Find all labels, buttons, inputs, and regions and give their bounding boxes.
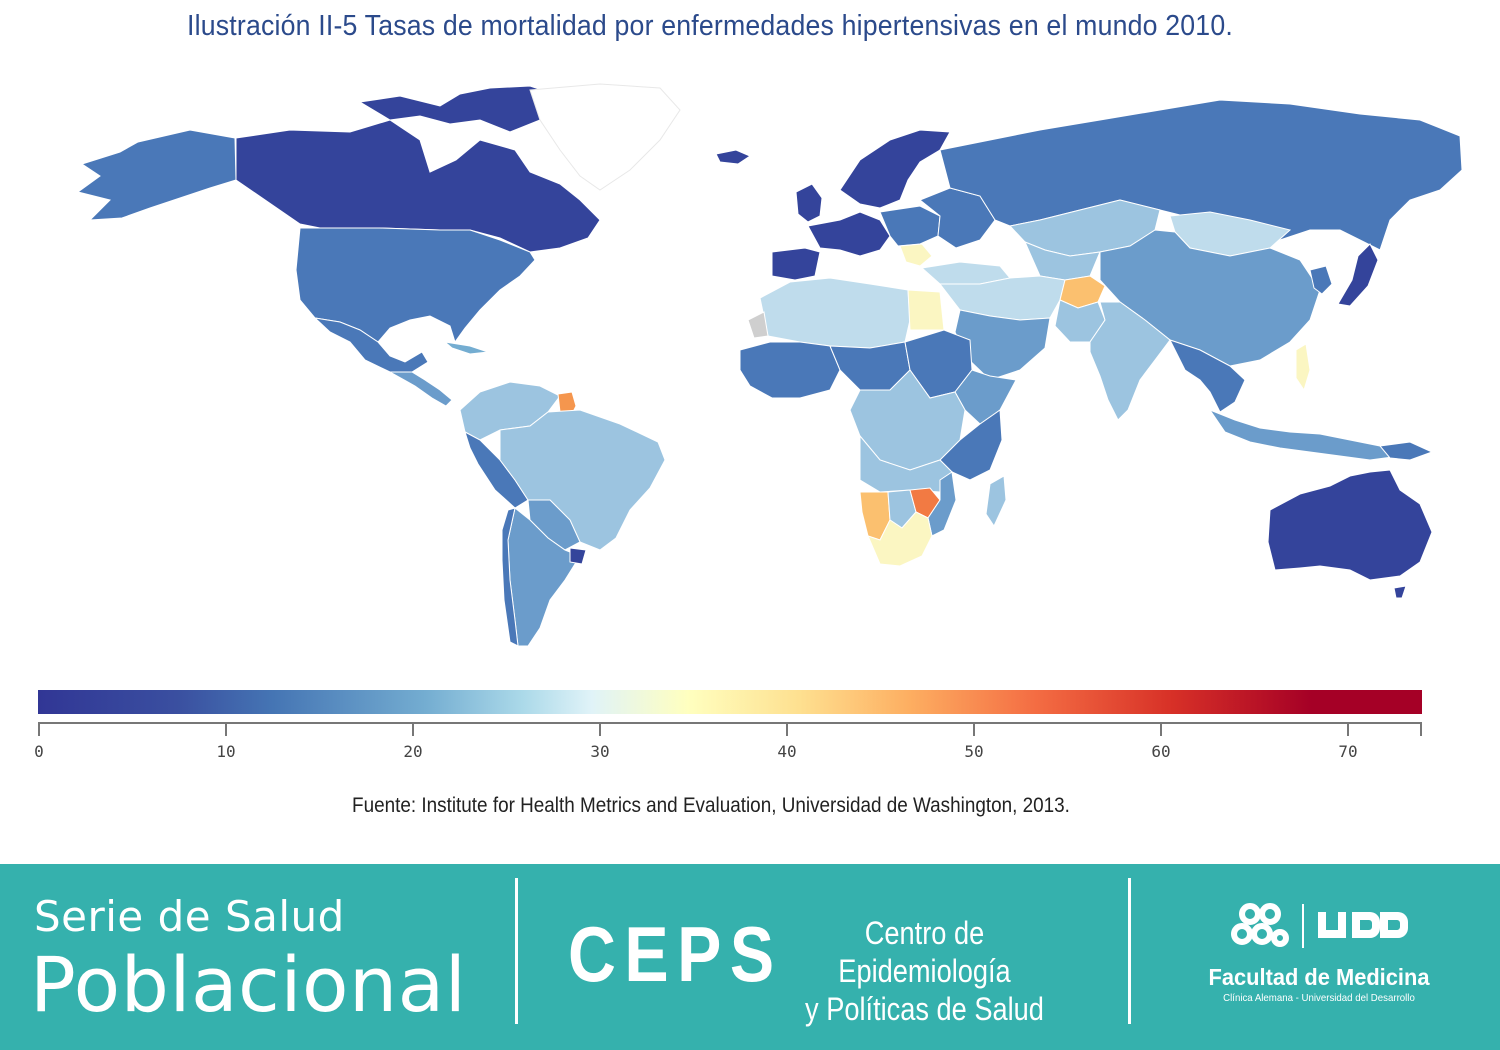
divider (1128, 878, 1131, 1024)
region-mexico[interactable] (313, 317, 429, 373)
footer-banner: Serie de Salud Poblacional CEPS Centro d… (0, 864, 1500, 1050)
scale-tick-label: 10 (216, 742, 236, 761)
region-uruguay (569, 547, 587, 565)
region-madagascar (985, 475, 1007, 528)
region-central-europe (879, 205, 941, 247)
scale-tick (786, 722, 788, 736)
udd-logo-icon (1231, 903, 1408, 948)
region-scandinavia[interactable] (839, 129, 951, 209)
region-india[interactable] (1089, 301, 1171, 421)
scale-tick-label: 70 (1338, 742, 1358, 761)
region-balkans[interactable] (899, 243, 933, 267)
color-scale-axis (38, 722, 1422, 724)
scale-tick-label: 0 (34, 742, 44, 761)
region-indonesia[interactable] (1208, 408, 1402, 461)
region-brazil[interactable] (499, 409, 666, 551)
scale-tick (973, 722, 975, 736)
region-korea (1309, 265, 1333, 295)
region-philippines (1295, 343, 1311, 392)
source-note: Fuente: Institute for Health Metrics and… (352, 794, 1070, 817)
region-south-africa[interactable] (867, 511, 933, 567)
scale-tick-label: 30 (590, 742, 610, 761)
region-tasmania (1393, 585, 1407, 599)
scale-tick-label: 20 (403, 742, 423, 761)
region-papua (1379, 441, 1434, 461)
ceps-name-line2: y Políticas de Salud (805, 991, 1044, 1027)
region-mozambique (927, 471, 957, 537)
region-west-africa[interactable] (739, 341, 841, 399)
region-iceland (715, 149, 752, 165)
scale-tick (1347, 722, 1349, 736)
region-australia[interactable] (1267, 469, 1433, 581)
region-egypt[interactable] (907, 289, 945, 331)
ceps-name-line1: Centro de Epidemiología (838, 915, 1011, 989)
region-cuba (443, 341, 489, 355)
scale-tick-label: 40 (777, 742, 797, 761)
world-choropleth-map (76, 83, 1463, 647)
page-title: Ilustración II-5 Tasas de mortalidad por… (187, 10, 1233, 42)
divider (515, 878, 518, 1024)
scale-tick-label: 60 (1151, 742, 1171, 761)
color-scale-bar (38, 690, 1422, 714)
ceps-full-name: Centro de Epidemiología y Políticas de S… (795, 914, 1054, 1028)
region-uk-ireland (795, 183, 823, 223)
scale-tick (412, 722, 414, 736)
region-japan[interactable] (1337, 243, 1379, 307)
region-central-america (388, 371, 453, 407)
region-north-africa[interactable] (759, 277, 911, 349)
region-ecuador-peru[interactable] (464, 430, 529, 509)
scale-tick (38, 722, 40, 736)
region-greenland (529, 83, 681, 191)
series-subtitle: Poblacional (30, 940, 467, 1029)
scale-tick (599, 722, 601, 736)
scale-tick-end (1420, 722, 1422, 736)
scale-tick-label: 50 (964, 742, 984, 761)
region-chile (501, 507, 519, 647)
region-alaska[interactable] (76, 129, 237, 221)
scale-tick (1160, 722, 1162, 736)
facultad-name: Facultad de Medicina (1208, 964, 1430, 990)
series-title: Serie de Salud (34, 892, 345, 941)
region-southeast-asia[interactable] (1169, 339, 1246, 413)
ceps-logo-text: CEPS (568, 910, 783, 998)
region-western-sahara (747, 311, 769, 339)
scale-tick (225, 722, 227, 736)
region-iberia[interactable] (771, 247, 821, 281)
region-western-europe[interactable] (807, 211, 891, 257)
institution-name: Clínica Alemana - Universidad del Desarr… (1223, 992, 1415, 1004)
